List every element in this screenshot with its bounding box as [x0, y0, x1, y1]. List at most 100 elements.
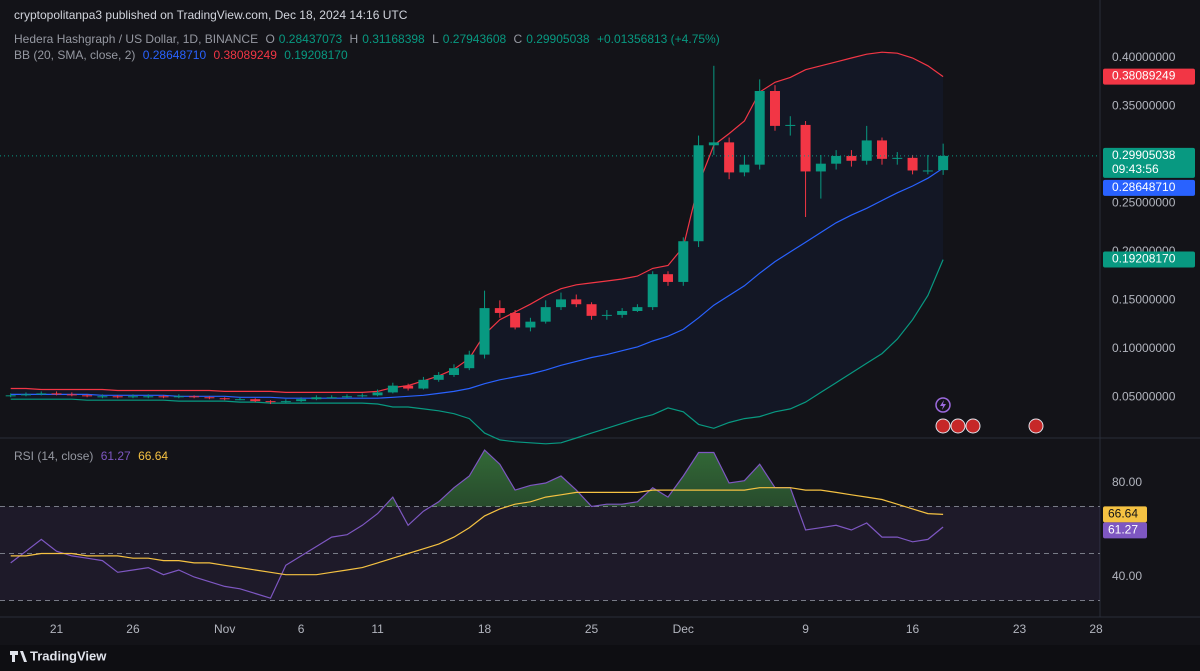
candle-body	[127, 396, 138, 398]
candle-body	[769, 90, 780, 126]
candle-body	[662, 274, 673, 282]
bb-basis-value: 0.28648710	[142, 48, 207, 62]
plot-layer	[0, 51, 1100, 602]
rsi-tag: 61.27	[1108, 523, 1138, 537]
rsi-ma-value: 66.64	[138, 449, 169, 463]
candle-body	[204, 397, 215, 399]
ohlc-prefix: H	[349, 32, 359, 46]
footer-bar	[0, 645, 1200, 671]
y-tick-label: 0.35000000	[1112, 99, 1176, 113]
candle-body	[219, 398, 230, 400]
x-tick-label: 9	[802, 622, 809, 636]
bb-lower-line	[10, 259, 944, 445]
candle-body	[815, 163, 826, 172]
candle-body	[922, 170, 933, 172]
rsi-tag-bg	[1103, 506, 1147, 523]
candle-body	[20, 394, 31, 396]
candle-body	[586, 304, 597, 316]
bb-lower-value: 0.19208170	[284, 48, 348, 62]
candle-body	[280, 401, 291, 403]
candle-body	[112, 396, 123, 398]
x-tick-label: 6	[298, 622, 305, 636]
change: +0.01356813 (+4.75%)	[596, 32, 720, 46]
x-tick-label: 21	[50, 622, 64, 636]
rsi-title: RSI (14, close)	[14, 449, 94, 463]
candle-body	[693, 145, 704, 242]
candle-body	[617, 311, 628, 315]
event-icons	[935, 397, 1044, 434]
candle-body	[632, 307, 643, 312]
published-line: cryptopolitanpa3 published on TradingVie…	[14, 8, 408, 22]
candle-body	[403, 385, 414, 389]
candle-body	[387, 385, 398, 393]
rsi-tick-label: 80.00	[1112, 475, 1142, 489]
bb-basis-tag-bg	[1103, 179, 1195, 196]
y-tick-label: 0.05000000	[1112, 389, 1176, 403]
candle-body	[525, 321, 536, 328]
bb-upper-tag: 0.38089249	[1112, 69, 1176, 83]
last-price-tag: 0.29905038	[1112, 148, 1176, 162]
candle-body	[892, 157, 903, 159]
overbought-fill	[384, 450, 798, 507]
ohlc-prefix: L	[432, 32, 439, 46]
bb-upper-line	[10, 51, 944, 393]
candle-body	[876, 140, 887, 159]
candle-body	[189, 396, 200, 398]
candle-body	[66, 394, 77, 396]
candle-body	[754, 90, 765, 165]
candle-body	[82, 395, 93, 397]
x-tick-label: 23	[1013, 622, 1027, 636]
bb-fill	[10, 52, 944, 444]
footer-brand: TradingView	[30, 648, 107, 663]
x-tick-label: 28	[1089, 622, 1103, 636]
candle-body	[51, 393, 62, 395]
ohlc-prefix: O	[265, 32, 275, 46]
bb-basis-tag: 0.28648710	[1112, 180, 1176, 194]
candle-body	[708, 142, 719, 146]
candle-body	[36, 393, 47, 395]
bb-upper-value: 0.38089249	[213, 48, 277, 62]
last-price-tag-bg	[1103, 147, 1195, 178]
candle-body	[724, 142, 735, 173]
rsi-line	[10, 487, 944, 576]
candle-body	[357, 395, 368, 397]
countdown: 09:43:56	[1112, 162, 1159, 176]
candle-body	[5, 395, 16, 397]
candle-body	[555, 299, 566, 308]
rsi-legend: RSI (14, close) 61.27 66.64	[14, 449, 172, 463]
ohlc-low: 0.27943608	[442, 32, 507, 46]
candle-body	[433, 374, 444, 380]
x-tick-label: Nov	[214, 622, 235, 636]
y-tick-label: 0.10000000	[1112, 341, 1176, 355]
candle-body	[418, 379, 429, 389]
rsi-tag: 66.64	[1108, 507, 1138, 521]
ohlc-open: 0.28437073	[278, 32, 343, 46]
candle-body	[158, 396, 169, 398]
rsi-tag-bg	[1103, 522, 1147, 539]
candle-body	[831, 155, 842, 164]
rsi-value: 61.27	[100, 449, 131, 463]
candle-body	[540, 307, 551, 322]
candle-body	[234, 399, 245, 401]
candle-body	[341, 396, 352, 398]
candle-body	[907, 157, 918, 171]
candle-body	[678, 241, 689, 282]
x-tick-label: 25	[585, 622, 599, 636]
x-tick-label: 18	[478, 622, 492, 636]
candle-body	[601, 314, 612, 316]
candle-body	[448, 368, 459, 375]
x-tick-label: 16	[906, 622, 920, 636]
ohlc-close: 0.29905038	[526, 32, 590, 46]
candle-body	[250, 399, 261, 402]
bb-legend: BB (20, SMA, close, 2) 0.28648710 0.3808…	[14, 48, 352, 62]
y-tick-label: 0.25000000	[1112, 196, 1176, 210]
bb-label: BB (20, SMA, close, 2)	[14, 48, 136, 62]
candle-body	[173, 396, 184, 398]
candle-body	[510, 312, 521, 328]
candle-body	[800, 124, 811, 172]
candle-body	[647, 274, 658, 308]
logo	[10, 651, 27, 662]
bb-lower-tag: 0.19208170	[1112, 252, 1176, 266]
